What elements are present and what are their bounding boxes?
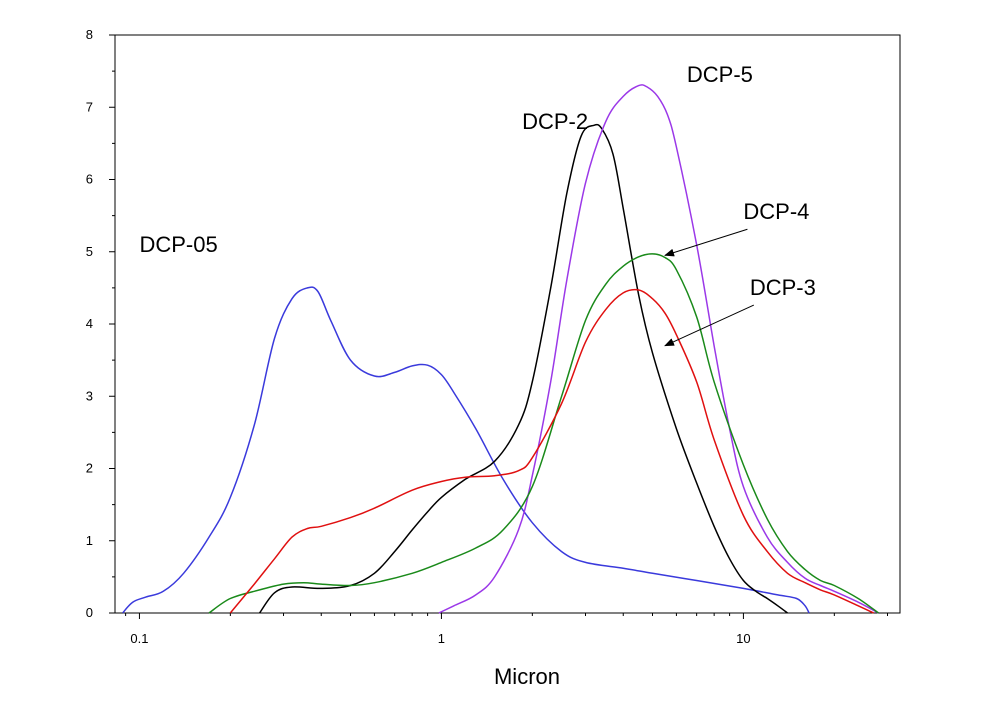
annotation-label: DCP-5 (687, 62, 753, 87)
annotation-label: DCP-05 (139, 232, 217, 257)
series-line-dcp-3 (229, 288, 875, 614)
series-line-dcp-5 (438, 84, 879, 614)
plot-frame (114, 34, 901, 614)
annotation-layer: DCP-05 DCP-2 DCP-5 DCP-4 DCP-3 (139, 62, 816, 347)
y-tick-label: 1 (86, 533, 93, 548)
y-tick-label: 7 (86, 99, 93, 114)
y-tick-label: 4 (86, 316, 93, 331)
annotation-label: DCP-2 (522, 109, 588, 134)
y-tick-label: 0 (86, 605, 93, 620)
series-line-dcp-4 (208, 253, 879, 614)
y-tick-label: 5 (86, 244, 93, 259)
series-layer (122, 84, 879, 614)
annotation-label: DCP-4 (743, 199, 809, 224)
x-tick-label: 10 (736, 631, 750, 646)
x-tick-label: 1 (438, 631, 445, 646)
x-axis: 0.1 1 10 (125, 613, 888, 646)
series-line-dcp-2 (258, 123, 788, 614)
y-axis: 0 1 2 3 4 5 6 7 8 (86, 27, 115, 620)
y-tick-label: 6 (86, 172, 93, 187)
x-tick-label: 0.1 (130, 631, 148, 646)
series-line-dcp-05 (122, 286, 810, 614)
annotation-arrow (664, 304, 755, 347)
annotation-label: DCP-3 (750, 275, 816, 300)
y-tick-label: 2 (86, 461, 93, 476)
y-tick-label: 3 (86, 388, 93, 403)
annotation-arrow (664, 228, 748, 257)
x-axis-title: Micron (494, 664, 560, 689)
y-tick-label: 8 (86, 27, 93, 42)
